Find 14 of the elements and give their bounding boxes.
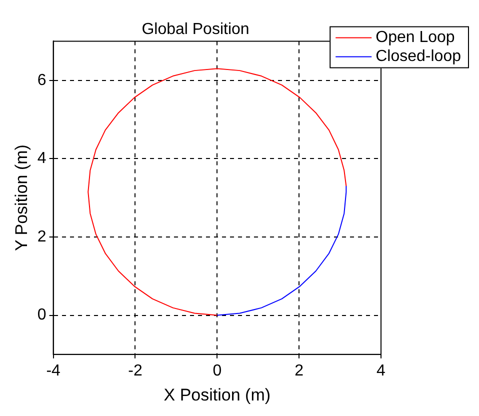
x-tick-label: 2 <box>294 362 304 380</box>
x-tick-label: 0 <box>212 362 222 380</box>
x-tick-label: -4 <box>46 362 61 380</box>
legend-label: Open Loop <box>376 29 455 46</box>
y-axis-title: Y Position (m) <box>12 144 31 252</box>
chart-title: Global Position <box>142 21 250 38</box>
x-tick-label: 4 <box>376 362 386 380</box>
y-tick-label: 6 <box>37 72 46 89</box>
x-axis-title: X Position (m) <box>164 385 271 404</box>
y-tick-label: 0 <box>37 306 46 324</box>
x-tick-label: -2 <box>128 362 142 380</box>
legend-label: Closed-loop <box>376 48 462 66</box>
y-tick-label: 2 <box>37 228 46 246</box>
y-tick-label: 4 <box>37 150 46 168</box>
